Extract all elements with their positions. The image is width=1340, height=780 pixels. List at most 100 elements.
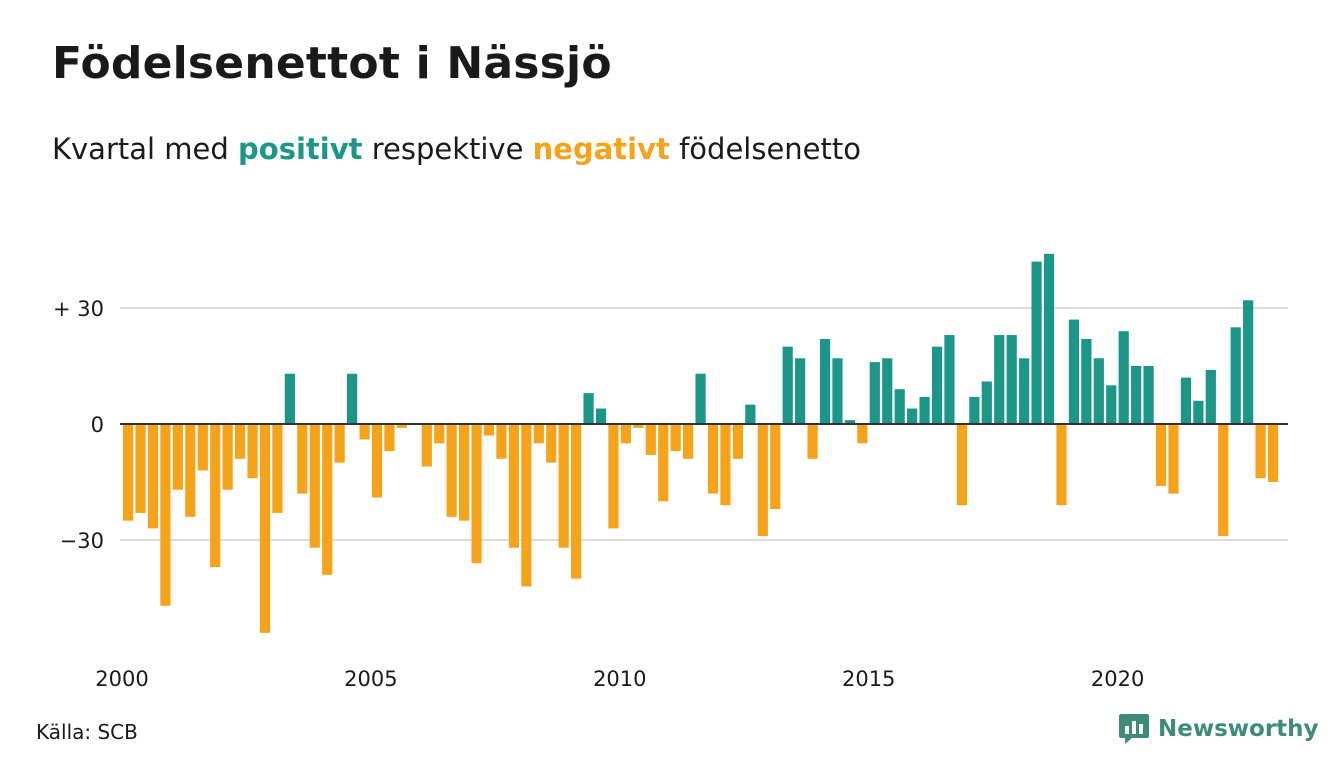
bar [533,424,544,444]
y-tick-label: −30 [60,529,104,553]
bar [969,396,980,424]
bar [222,424,233,490]
bar [931,346,943,424]
bar [160,424,171,606]
bar [347,373,358,424]
bar [546,424,557,463]
logo-text: Newsworthy [1158,716,1319,742]
bar [707,424,719,494]
bar [795,358,806,424]
bar [197,424,208,471]
bar [670,424,681,452]
bar [819,338,831,424]
bar [1056,424,1067,506]
bar [471,424,482,564]
bar [1081,338,1092,424]
bar [446,424,457,517]
bar [807,424,818,459]
source-note: Källa: SCB [36,720,138,744]
bar [620,424,631,444]
bar [1106,385,1117,424]
bar [172,424,183,490]
bar [1230,327,1241,424]
bar [757,424,768,537]
bar [371,424,383,498]
bar [595,408,607,424]
bar [1006,335,1017,424]
chart-title: Födelsenettot i Nässjö [52,38,612,89]
bar [894,389,905,424]
bar [1068,319,1080,424]
bar [782,346,793,424]
y-tick-label: + 30 [53,297,104,321]
bar [1218,424,1229,537]
bar [123,424,134,521]
bar [521,424,532,587]
bar [1193,400,1204,424]
bar [1019,358,1030,424]
bar [981,381,992,424]
bar [944,335,955,424]
bar [421,424,432,467]
bar [1168,424,1179,494]
subtitle-prefix: Kvartal med [52,132,229,166]
bar [1255,424,1266,479]
chart-subtitle: Kvartal med positivt respektive negativt… [52,132,861,166]
bar [844,420,856,424]
bar [1155,424,1167,486]
bar [770,424,781,510]
bar [483,424,495,436]
bar [633,424,644,428]
bar [1118,331,1129,424]
bar [297,424,308,494]
bar [1205,369,1216,424]
subtitle-negative-word: negativt [532,132,670,166]
axes: + 30 0 −30 2000 2005 2010 2015 2020 [53,297,1288,691]
bar [496,424,507,459]
bar [1180,377,1192,424]
y-tick-label: 0 [91,413,104,437]
bar [645,424,656,455]
bar [683,424,694,459]
bar [558,424,569,548]
bar [334,424,345,463]
bar [309,424,320,548]
bar [658,424,669,502]
bar [857,424,868,444]
bar [322,424,333,575]
bar [508,424,519,548]
newsworthy-logo: Newsworthy [1118,712,1319,746]
bar [210,424,221,568]
bar [259,424,271,633]
bar [459,424,470,521]
bar [1243,300,1254,424]
bar [272,424,283,513]
bars [123,253,1279,633]
x-tick-label: 2010 [593,667,646,691]
bar [919,396,930,424]
bar [384,424,395,452]
bar [720,424,731,506]
bar [1267,424,1279,483]
bar [284,373,295,424]
bar [396,424,407,428]
bar [994,335,1005,424]
bar [1131,366,1142,425]
bar [907,408,918,424]
bar [732,424,744,459]
bar [1031,261,1042,424]
bar [247,424,258,479]
bar [832,358,843,424]
bar [1043,253,1055,424]
bar [695,373,706,424]
x-tick-label: 2005 [344,667,397,691]
bar [608,424,619,529]
bar [956,424,968,506]
newsworthy-logo-icon [1119,714,1149,744]
subtitle-positive-word: positivt [238,132,363,166]
bar [235,424,246,459]
bar [1143,366,1154,425]
subtitle-middle: respektive [371,132,524,166]
bar [869,362,880,424]
